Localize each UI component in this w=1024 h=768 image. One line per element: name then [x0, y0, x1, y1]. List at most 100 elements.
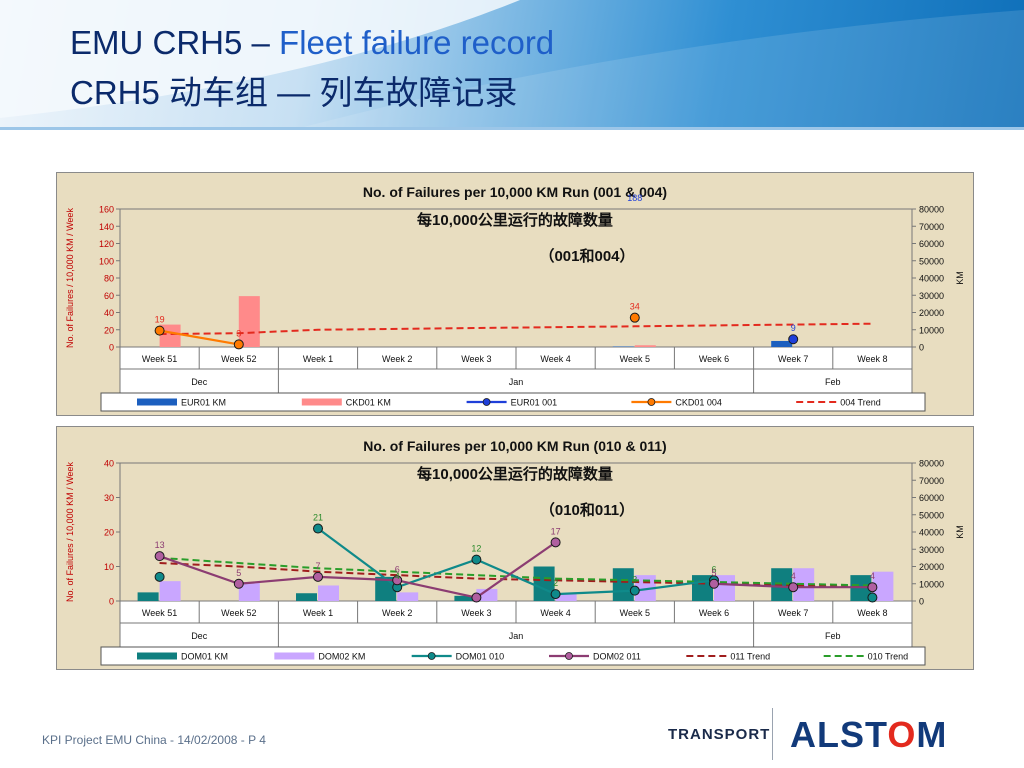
category-label: Week 6 [699, 608, 729, 618]
chart-subtitle-cn2: （001和004） [539, 247, 634, 265]
y2-tick-label: 0 [919, 343, 924, 353]
month-label: Feb [825, 631, 841, 641]
marker-dom02-011 [471, 592, 482, 603]
marker-dom02-011 [233, 578, 244, 589]
y-tick-label: 20 [104, 325, 114, 335]
bar-eur01-km [612, 346, 634, 347]
y2-tick-label: 80000 [919, 459, 944, 469]
data-label: 9 [791, 323, 796, 333]
y2-tick-label: 70000 [919, 222, 944, 232]
legend-entry-label: DOM01 010 [456, 652, 505, 662]
y-tick-label: 30 [104, 493, 114, 503]
category-label: Week 51 [142, 354, 177, 364]
marker-dom01-010 [550, 589, 561, 600]
bar-dom01-km [454, 595, 476, 601]
slide-header: EMU CRH5 – Fleet failure record CRH5 动车组… [0, 0, 1024, 128]
marker-dom01-010 [471, 554, 482, 565]
y-tick-label: 20 [104, 528, 114, 538]
bar-ckd01-km [159, 324, 181, 347]
y2-tick-label: 20000 [919, 308, 944, 318]
marker-dom02-011 [392, 575, 403, 586]
chart-subtitle-cn: 每10,000公里运行的故障数量 [417, 211, 613, 229]
y-tick-label: 100 [99, 256, 114, 266]
legend-marker [482, 398, 491, 406]
category-label: Week 5 [620, 608, 650, 618]
month-label: Jan [509, 377, 524, 387]
chart-svg: No. of Failures per 10,000 KM Run (001 &… [65, 184, 965, 412]
category-label: Week 52 [221, 608, 256, 618]
chart-failures-010-011: No. of Failures per 10,000 KM Run (010 &… [56, 426, 974, 670]
bar-dom01-km [612, 568, 634, 601]
category-label: Week 52 [221, 354, 256, 364]
bar-dom01-km [296, 593, 317, 601]
marker-dom02-011 [788, 582, 799, 593]
legend-marker [647, 398, 656, 406]
data-label: 12 [471, 544, 481, 554]
y2-tick-label: 40000 [919, 528, 944, 538]
bar-ckd01-km [238, 296, 260, 347]
marker-dom01-010 [629, 585, 640, 596]
series-line-dom01-010 [317, 527, 715, 596]
bar-dom02-km [238, 582, 260, 601]
slide-title-accent: Fleet failure record [279, 24, 555, 61]
category-label: Week 1 [303, 354, 333, 364]
y-tick-label: 140 [99, 222, 114, 232]
bar-eur01-km [771, 340, 793, 347]
chart-failures-001-004: No. of Failures per 10,000 KM Run (001 &… [56, 172, 974, 416]
chart-title: No. of Failures per 10,000 KM Run (001 &… [363, 184, 667, 200]
y-tick-label: 10 [104, 562, 114, 572]
logo-divider [772, 708, 773, 760]
category-label: Week 3 [461, 354, 491, 364]
y2-axis-title: KM [955, 525, 965, 539]
chart-subtitle-cn: 每10,000公里运行的故障数量 [417, 465, 613, 483]
slide-title-main: EMU CRH5 – [70, 24, 270, 61]
data-label: 13 [155, 540, 165, 550]
category-label: Week 6 [699, 354, 729, 364]
category-label: Week 4 [540, 608, 570, 618]
chart-title: No. of Failures per 10,000 KM Run (010 &… [363, 438, 666, 454]
bar-dom02-km [159, 581, 181, 601]
legend-entry-label: EUR01 001 [511, 398, 558, 408]
data-label: 7 [315, 561, 320, 571]
transport-label: TRANSPORT [668, 726, 771, 743]
bar-dom01-km [137, 592, 159, 601]
y-tick-label: 0 [109, 597, 114, 607]
y2-tick-label: 30000 [919, 545, 944, 555]
data-label: 3 [236, 328, 241, 338]
y2-tick-label: 50000 [919, 510, 944, 520]
legend-swatch [137, 652, 177, 660]
legend-swatch [301, 398, 342, 406]
category-label: Week 4 [540, 354, 570, 364]
marker-eur01-001 [788, 334, 799, 345]
legend-swatch [137, 398, 177, 406]
footer-text: KPI Project EMU China - 14/02/2008 - P 4 [42, 733, 266, 747]
category-label: Week 2 [382, 354, 412, 364]
y2-tick-label: 50000 [919, 256, 944, 266]
y2-axis-title: KM [955, 271, 965, 285]
marker-dom01-010 [313, 523, 323, 534]
alstom-logo-o: O [887, 714, 917, 755]
legend-entry-label: 010 Trend [868, 652, 909, 662]
y2-tick-label: 80000 [919, 205, 944, 215]
legend-entry-label: CKD01 KM [346, 398, 391, 408]
category-label: Week 7 [778, 354, 808, 364]
trend-line-004-trend [159, 322, 873, 336]
data-label: 3 [632, 575, 637, 585]
data-label: 34 [630, 302, 640, 312]
y-tick-label: 80 [104, 274, 114, 284]
bar-dom02-km [318, 585, 339, 601]
category-label: Week 8 [857, 608, 887, 618]
y2-tick-label: 70000 [919, 476, 944, 486]
legend-marker [565, 652, 573, 660]
month-label: Dec [191, 377, 208, 387]
slide-title: EMU CRH5 – Fleet failure record [70, 24, 554, 62]
data-label: 4 [870, 571, 875, 581]
y2-tick-label: 0 [919, 597, 924, 607]
legend-box [100, 646, 926, 666]
alstom-logo-right: M [916, 714, 948, 755]
marker-ckd01-004 [629, 312, 640, 323]
legend-entry-label: 004 Trend [840, 398, 881, 408]
y-tick-label: 0 [109, 343, 114, 353]
bar-dom02-km [397, 592, 419, 601]
alstom-logo: ALSTOM [790, 714, 947, 756]
